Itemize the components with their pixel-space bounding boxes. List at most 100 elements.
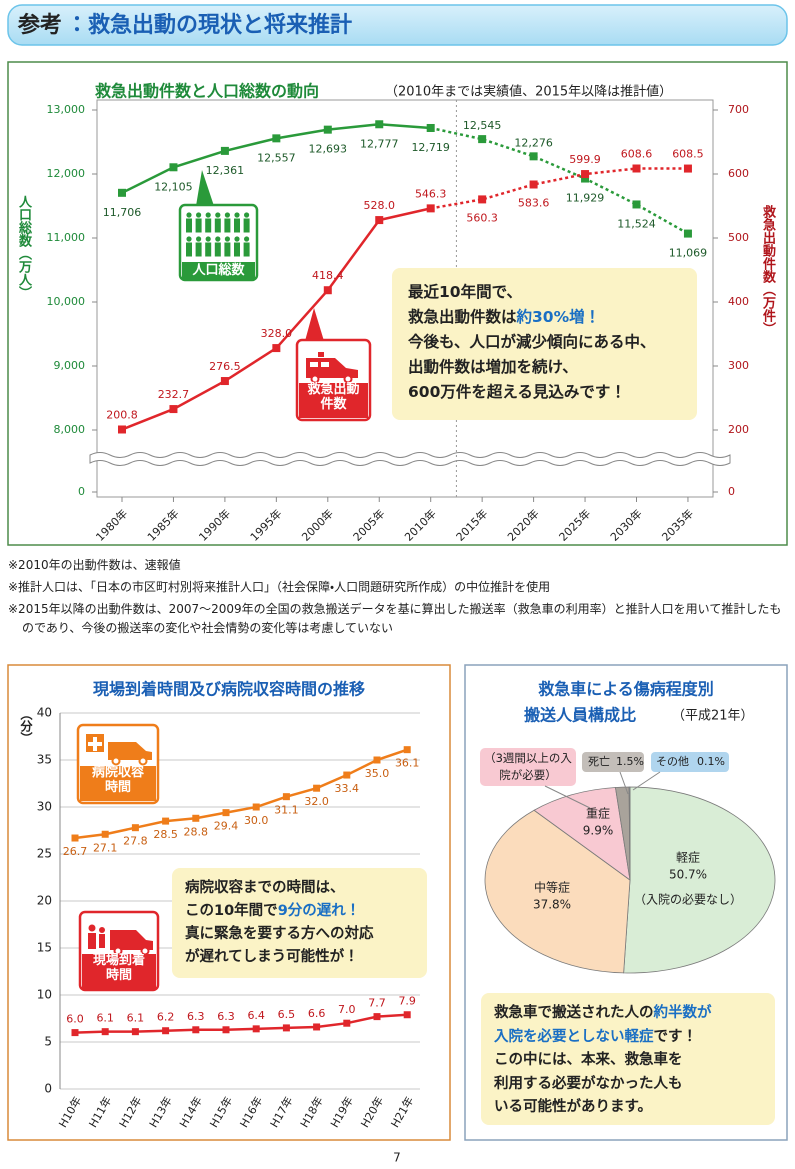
icon-part xyxy=(215,236,221,242)
marker xyxy=(101,1028,109,1036)
y-tick-label: 9,000 xyxy=(54,359,86,372)
page-number: 7 xyxy=(393,1151,401,1165)
pie-slice xyxy=(533,787,631,881)
marker xyxy=(272,134,281,143)
callout-text: 出動件数は増加を続け、 xyxy=(408,358,578,376)
value-label: 6.4 xyxy=(247,1009,265,1022)
callout-line: が遅れてしまう可能性が！ xyxy=(185,946,427,969)
icon-part xyxy=(108,742,152,760)
marker xyxy=(323,286,332,295)
y-tick-label: 5 xyxy=(44,1035,52,1049)
marker xyxy=(426,123,435,132)
value-label: 6.3 xyxy=(187,1010,205,1023)
y-tick-label: 10 xyxy=(37,988,52,1002)
icon-part xyxy=(195,218,202,233)
series-line xyxy=(74,1013,408,1034)
plot-frame xyxy=(96,99,714,498)
slice-value: 9.9% xyxy=(583,824,614,838)
icon-part xyxy=(186,218,192,233)
callout-line: 利用する必要がなかった人も xyxy=(494,1073,775,1097)
marker xyxy=(632,164,641,173)
marker xyxy=(222,1026,230,1034)
value-label: 6.2 xyxy=(157,1011,175,1024)
marker xyxy=(282,1024,290,1032)
callout-text: 救急出動件数は xyxy=(408,308,517,326)
value-label: 599.9 xyxy=(569,153,601,166)
value-label: 27.8 xyxy=(123,835,148,848)
callout-text: いる可能性があります。 xyxy=(494,1099,653,1115)
callout-text: 真に緊急を要する方への対応 xyxy=(185,926,374,942)
value-label: 7.0 xyxy=(338,1003,356,1016)
y-tick-label: 30 xyxy=(37,800,52,814)
value-label: 200.8 xyxy=(106,408,138,421)
callout-line: この中には、本来、救急車を xyxy=(494,1049,775,1073)
callout-text: 約半数が xyxy=(653,1005,712,1021)
value-label: 6.1 xyxy=(127,1012,145,1025)
y-tick-label: 10,000 xyxy=(47,295,86,308)
marker xyxy=(313,784,321,792)
y-tick-label: 0 xyxy=(44,1082,52,1096)
callout-text: 病院収容までの時間は、 xyxy=(185,880,345,896)
callout: 救急車で搬送された人の約半数が 入院を必要としない軽症です！ この中には、本来、救急… xyxy=(481,993,775,1125)
label-box xyxy=(651,752,729,772)
icon-part xyxy=(195,242,202,257)
icon-part xyxy=(186,236,192,242)
callout-text: が遅れてしまう可能性が！ xyxy=(185,949,359,965)
value-label: 6.0 xyxy=(66,1013,84,1026)
value-label: 328.0 xyxy=(261,327,293,340)
slice-value: 50.7% xyxy=(669,868,707,882)
icon-part xyxy=(306,358,358,378)
value-label: 12,276 xyxy=(514,136,553,149)
icon-part xyxy=(243,218,250,233)
callout-line: 救急車で搬送された人の約半数が xyxy=(494,1002,775,1026)
marker xyxy=(118,188,126,197)
leader xyxy=(619,771,629,795)
icon-part xyxy=(186,242,192,257)
value-label: 583.6 xyxy=(518,196,550,209)
marker xyxy=(683,229,692,238)
leader xyxy=(544,785,591,809)
marker xyxy=(343,771,351,779)
marker xyxy=(478,195,487,204)
slice-note: （3週間以上の入院が必要） xyxy=(484,751,572,782)
chart-title: 搬送人員構成比 xyxy=(524,706,636,725)
value-label: 35.0 xyxy=(365,767,390,780)
value-label: 36.1 xyxy=(395,757,420,770)
value-label: 12,557 xyxy=(257,151,296,164)
callout-line: 救急出動件数は約30%増！ xyxy=(408,305,697,330)
value-label: 546.3 xyxy=(415,187,447,200)
callout-text: 救急車で搬送された人の xyxy=(494,1005,654,1021)
chart-subtitle: （2010年までは実績値、2015年以降は推計値） xyxy=(385,84,672,100)
value-label: 28.5 xyxy=(153,828,178,841)
value-label: 560.3 xyxy=(466,211,498,224)
icon-label: 救急出動件数 xyxy=(299,382,368,418)
marker xyxy=(373,1013,381,1021)
marker xyxy=(478,135,487,144)
slice-label: 軽症 xyxy=(676,851,700,865)
pie-slice xyxy=(628,786,631,881)
icon-part xyxy=(318,352,324,357)
series-line xyxy=(74,748,408,840)
y2-axis-label: 救急出動件数（万件） xyxy=(760,205,775,335)
value-label: 31.1 xyxy=(274,804,299,817)
icon-part xyxy=(224,236,230,242)
icon-part xyxy=(205,218,212,233)
value-label: 7.7 xyxy=(368,997,386,1010)
callout-line: 今後も、人口が減少傾向にある中、 xyxy=(408,330,697,355)
icon-label: 病院収容時間 xyxy=(80,765,156,801)
marker xyxy=(252,1025,260,1033)
value-label: 608.5 xyxy=(672,148,704,161)
icon-part xyxy=(88,737,102,751)
icon-part xyxy=(243,242,250,257)
marker xyxy=(632,200,641,209)
y2-tick-label: 200 xyxy=(728,423,749,436)
icon-part xyxy=(224,212,230,218)
marker xyxy=(323,125,332,134)
slice-value: 0.1% xyxy=(697,755,725,768)
value-label: 11,069 xyxy=(669,247,708,260)
callout-text: この10年間で xyxy=(185,903,278,919)
callout: 最近10年間で、 救急出動件数は約30%増！ 今後も、人口が減少傾向にある中、 出動件… xyxy=(392,268,697,420)
marker xyxy=(373,756,381,764)
value-label: 608.6 xyxy=(621,147,653,160)
